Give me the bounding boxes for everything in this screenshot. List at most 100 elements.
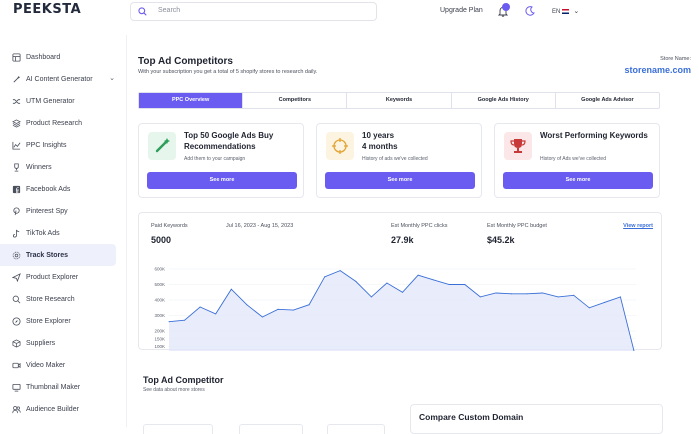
notification-badge [502,3,510,11]
data-point [261,316,263,318]
box-icon [12,338,21,348]
data-point [324,276,326,278]
data-point [355,280,357,282]
sidebar-item-label: Product Explorer [26,273,79,281]
sidebar-item-product-explorer[interactable]: Product Explorer [0,266,125,288]
monitor-icon [12,383,21,392]
date-range[interactable]: Jul 16, 2023 - Aug 15, 2023 [226,223,294,229]
tab-keywords[interactable]: Keywords [347,93,452,108]
card-ads-history: 10 years 4 months History of ads we've co… [316,123,482,198]
see-more-button[interactable]: See more [325,172,475,189]
competitor-card-stub [239,424,303,434]
layers-icon [12,118,21,128]
sidebar-item-label: UTM Generator [26,97,75,105]
trophy-icon [14,162,19,172]
sidebar-item-track-stores[interactable]: Track Stores [0,244,116,266]
line-chart-icon [12,141,21,150]
sidebar-item-label: Product Research [26,119,83,127]
data-point [557,296,559,298]
sidebar-item-label: AI Content Generator [26,75,93,83]
sidebar-item-label: Thumbnail Maker [26,383,81,391]
sidebar-item-label: TikTok Ads [26,229,60,237]
data-point [573,294,575,296]
sidebar-item-pinterest-spy[interactable]: Pinterest Spy [0,200,125,222]
upgrade-plan-link[interactable]: Upgrade Plan [440,7,483,14]
search-icon [12,295,21,303]
top-ad-competitor-title: Top Ad Competitor [143,375,224,385]
card-title: Top 50 Google Ads Buy Recommendations [184,131,274,151]
sidebar-item-thumbnail-maker[interactable]: Thumbnail Maker [0,376,125,398]
chevron-down-icon[interactable]: ⌄ [109,75,115,82]
data-point [230,288,232,290]
sidebar-item-product-research[interactable]: Product Research [0,112,125,134]
shuffle-icon [12,98,21,104]
data-point [588,307,590,309]
tab-google-ads-history[interactable]: Google Ads History [452,93,556,108]
compare-custom-domain-panel: Compare Custom Domain [410,404,663,434]
data-point [199,306,201,308]
users-icon [12,405,21,413]
data-point [277,308,279,310]
sidebar-item-audience-builder[interactable]: Audience Builder [0,398,125,420]
data-point [511,293,512,295]
crosshair-icon [326,132,354,160]
sidebar-item-tiktok-ads[interactable]: TikTok Ads [0,222,125,244]
search-input[interactable]: Search [158,7,181,14]
sidebar-item-winners[interactable]: Winners [0,156,125,178]
y-tick-label: 500K [154,282,165,287]
tab-competitors[interactable]: Competitors [243,93,348,108]
chevron-down-icon: ⌄ [573,8,580,15]
sidebar-item-utm-generator[interactable]: UTM Generator [0,90,125,112]
data-point [402,291,403,293]
language-code: EN [552,9,561,15]
compass-icon [12,316,21,326]
sidebar-item-label: Audience Builder [26,405,79,413]
paid-keywords-value: 5000 [151,235,172,245]
data-point [215,313,217,315]
tiktok-icon [12,229,20,238]
card-title: Worst Performing Keywords [540,131,648,140]
uk-flag-icon [562,8,570,14]
sidebar-item-store-explorer[interactable]: Store Explorer [0,310,125,332]
search-box[interactable]: Search [130,2,377,21]
magic-wand-icon [13,75,21,83]
app-logo[interactable]: PEEKSTA [13,2,82,17]
sidebar-item-ai-content-generator[interactable]: AI Content Generator ⌄ [0,68,125,90]
competitor-card-stub [143,424,213,434]
view-report-link[interactable]: View report [623,223,653,229]
wand-icon [148,132,176,160]
pinterest-icon [13,206,20,215]
see-more-button[interactable]: See more [147,172,297,189]
data-point [308,304,310,306]
store-name-value[interactable]: storename.com [624,65,691,75]
sidebar-item-suppliers[interactable]: Suppliers [0,332,125,354]
card-title-line1: 10 years [362,131,395,140]
sidebar-item-ppc-insights[interactable]: PPC Insights [0,134,125,156]
data-point [526,293,528,295]
y-tick-label: 300K [154,313,165,318]
data-point [448,284,450,285]
card-worst-keywords: Worst Performing Keywords History of Ads… [494,123,660,198]
data-point [433,279,435,281]
language-selector[interactable]: EN ⌄ [552,7,579,15]
ppc-clicks-value: 27.9k [391,235,414,245]
tab-google-ads-advisor[interactable]: Google Ads Advisor [581,97,634,103]
search-icon [138,7,147,16]
data-point [619,296,621,298]
sidebar-item-label: Suppliers [26,339,56,347]
sidebar-item-dashboard[interactable]: Dashboard [0,46,125,68]
area-fill [169,270,635,351]
sidebar-item-label: Store Research [26,295,75,303]
y-tick-label: 200K [154,329,165,334]
sidebar-item-store-research[interactable]: Store Research [0,288,125,310]
moon-icon[interactable] [525,6,535,16]
sidebar-item-label: Dashboard [26,53,61,61]
sidebar-item-facebook-ads[interactable]: Facebook Ads [0,178,125,200]
sidebar-item-video-maker[interactable]: Video Maker [0,354,125,376]
ppc-budget-label: Est Monthly PPC budget [487,223,547,229]
page-title: Top Ad Competitors [138,56,233,67]
store-name-label: Store Name: [660,56,691,62]
top-bar: PEEKSTA Search Upgrade Plan EN ⌄ [0,0,699,26]
see-more-button[interactable]: See more [503,172,653,189]
tab-ppc-overview[interactable]: PPC Overview [139,93,244,108]
